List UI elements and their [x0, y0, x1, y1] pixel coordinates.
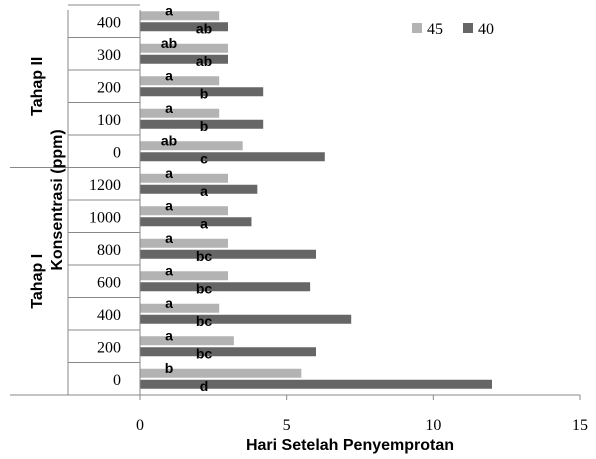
- bar-label-series-45: ab: [161, 35, 177, 51]
- bar-label-series-45: a: [165, 100, 173, 116]
- bar-series-45: [140, 206, 228, 216]
- x-tick-labels: 0 5 10 15: [136, 395, 588, 434]
- bar-label-series-40: b: [200, 118, 209, 134]
- x-tick-label: 5: [283, 417, 291, 434]
- y-tick-label: 0: [113, 144, 121, 161]
- y-tick-label: 100: [97, 112, 121, 129]
- y-tick-label: 200: [97, 339, 121, 356]
- bar-label-series-45: a: [165, 295, 173, 311]
- bar-series-40: [140, 379, 492, 389]
- bar-label-series-40: a: [200, 183, 208, 199]
- y-tick-label: 800: [97, 242, 121, 259]
- bar-series-40: [140, 314, 352, 324]
- bar-label-series-40: c: [200, 150, 208, 166]
- bar-label-series-40: ab: [196, 20, 212, 36]
- bar-label-series-45: a: [165, 230, 173, 246]
- y-tick-label: 400: [97, 14, 121, 31]
- bar-label-series-45: a: [165, 165, 173, 181]
- bar-label-series-40: ab: [196, 53, 212, 69]
- y-tick-label: 1000: [89, 209, 121, 226]
- group-label: Tahap II: [29, 57, 46, 116]
- bar-label-series-40: bc: [196, 248, 213, 264]
- bar-label-series-45: b: [165, 360, 174, 376]
- x-tick-label: 10: [425, 417, 441, 434]
- y-tick-label: 1200: [89, 177, 121, 194]
- bar-label-series-40: b: [200, 85, 209, 101]
- bar-series-45: [140, 141, 243, 151]
- bar-label-series-40: a: [200, 215, 208, 231]
- bar-series-40: [140, 249, 316, 259]
- bar-series-45: [140, 238, 228, 248]
- bar-series-45: [140, 368, 302, 378]
- bar-series-45: [140, 43, 228, 53]
- legend-swatch: [463, 23, 473, 33]
- bar-series-40: [140, 87, 264, 97]
- legend: 45 40: [412, 21, 494, 38]
- group-label: Tahap I: [29, 254, 46, 309]
- x-tick-label: 15: [572, 417, 588, 434]
- y-tick-label: 600: [97, 274, 121, 291]
- y-tick-label: 300: [97, 47, 121, 64]
- bar-series-40: [140, 152, 325, 162]
- legend-entry: 40: [478, 21, 494, 38]
- bar-label-series-40: bc: [196, 313, 213, 329]
- bar-series-40: [140, 282, 311, 292]
- bar-series-40: [140, 347, 316, 357]
- y-tick-label: 200: [97, 79, 121, 96]
- bar-label-series-45: a: [165, 262, 173, 278]
- bar-series-45: [140, 108, 220, 118]
- bar-label-series-40: bc: [196, 280, 213, 296]
- x-axis-title: Hari Setelah Penyemprotan: [246, 437, 454, 454]
- bar-label-series-45: a: [165, 327, 173, 343]
- group-labels: Tahap I Tahap II: [29, 57, 46, 309]
- bar-series-45: [140, 271, 228, 281]
- bar-series-40: [140, 22, 228, 32]
- bar-label-series-45: a: [165, 2, 173, 18]
- bar-label-series-40: d: [200, 378, 209, 394]
- y-tick-label: 0: [113, 372, 121, 389]
- bars: [140, 11, 492, 389]
- legend-swatch: [412, 23, 422, 33]
- bar-series-45: [140, 303, 220, 313]
- legend-entry: 45: [427, 21, 443, 38]
- bar-series-40: [140, 184, 258, 194]
- bar-label-series-45: a: [165, 67, 173, 83]
- bar-series-45: [140, 173, 228, 183]
- y-tick-label: 400: [97, 307, 121, 324]
- bar-series-40: [140, 119, 264, 129]
- bar-series-45: [140, 11, 220, 21]
- bar-series-40: [140, 54, 228, 64]
- bar-series-45: [140, 336, 234, 346]
- y-tick-labels: 0 200 400 600 800 1000 1200 0 100 200 300 400: [89, 14, 121, 389]
- bar-series-40: [140, 217, 252, 227]
- y-axis-title: Konsentrasi (ppm): [49, 129, 66, 270]
- bar-series-45: [140, 76, 220, 86]
- bar-label-series-45: ab: [161, 132, 177, 148]
- x-tick-label: 0: [136, 417, 144, 434]
- bar-label-series-40: bc: [196, 345, 213, 361]
- bar-label-series-45: a: [165, 197, 173, 213]
